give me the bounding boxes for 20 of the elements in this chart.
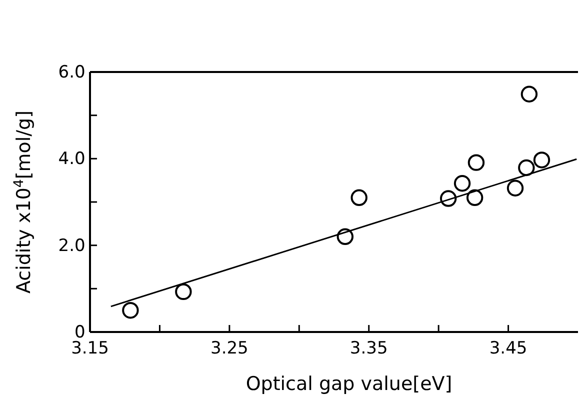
y-tick-label: 4.0 (58, 149, 86, 170)
x-axis-title: Optical gap value[eV] (246, 373, 452, 395)
point (506, 180, 524, 196)
point (520, 86, 538, 102)
x-tick-label: 3.45 (489, 338, 528, 359)
point (440, 190, 457, 207)
y-tick-label: 2.0 (58, 236, 86, 256)
point (518, 159, 535, 176)
point (336, 228, 354, 246)
point (466, 189, 484, 206)
point (454, 175, 471, 192)
point (468, 154, 485, 171)
point (122, 302, 139, 319)
x-tick-label: 3.35 (350, 338, 388, 359)
point (175, 283, 192, 300)
y-tick-label: 6.0 (58, 62, 86, 82)
x-tick-label: 3.15 (71, 338, 109, 359)
point (533, 152, 550, 168)
point (350, 189, 368, 206)
x-tick-label: 3.25 (210, 338, 248, 359)
